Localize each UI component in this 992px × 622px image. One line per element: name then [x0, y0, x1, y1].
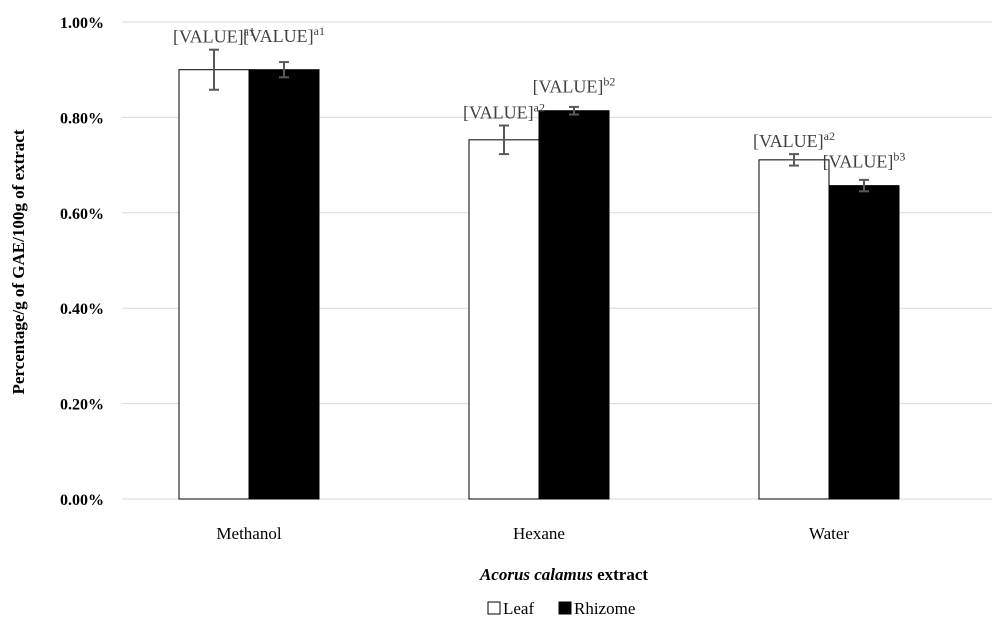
x-tick-label: Methanol [216, 524, 281, 543]
data-label-value: [VALUE] [173, 27, 244, 47]
error-bars [209, 48, 869, 193]
data-label: [VALUE]a1 [173, 25, 255, 47]
error-bar [569, 105, 579, 116]
y-tick-label: 0.00% [60, 492, 104, 509]
error-bar [499, 124, 509, 156]
y-axis-ticks: 0.00% 0.20% 0.40% 0.60% 0.80% 1.00% [60, 15, 104, 509]
x-axis-title-rest: extract [593, 565, 649, 584]
y-tick-label: 0.20% [60, 397, 104, 414]
data-label: [VALUE]b2 [533, 75, 616, 97]
error-bar [279, 61, 289, 79]
error-bar [209, 48, 219, 91]
x-axis-title: Acorus calamus extract [479, 565, 648, 584]
bar-rhizome-hexane [538, 110, 610, 500]
y-tick-label: 0.60% [60, 206, 104, 223]
y-tick-label: 1.00% [60, 15, 104, 32]
bar-rhizome-methanol [248, 69, 320, 500]
x-tick-label: Hexane [513, 524, 565, 543]
data-label-value: [VALUE] [463, 103, 534, 123]
legend-swatch [487, 601, 501, 615]
data-label-value: [VALUE] [243, 26, 314, 46]
legend-swatch [558, 601, 572, 615]
data-label: [VALUE]a1 [243, 24, 325, 46]
data-label-superscript: a2 [534, 101, 545, 115]
data-label: [VALUE]a2 [753, 129, 835, 151]
bar-rhizome-water [828, 185, 900, 500]
y-axis-title: Percentage/g of GAE/100g of extract [9, 129, 28, 394]
legend-item-leaf: Leaf [487, 599, 534, 618]
data-label-value: [VALUE] [753, 131, 824, 151]
x-axis-categories: Methanol Hexane Water [216, 524, 849, 543]
bar-leaf-hexane [468, 139, 540, 500]
legend: Leaf Rhizome [487, 599, 635, 618]
legend-label: Rhizome [574, 599, 635, 618]
y-tick-label: 0.80% [60, 110, 104, 127]
data-label: [VALUE]a2 [463, 101, 545, 123]
error-bar [789, 153, 799, 167]
x-axis-title-italic: Acorus calamus [479, 565, 593, 584]
bar-leaf-methanol [178, 69, 250, 500]
x-tick-label: Water [809, 524, 849, 543]
bar-leaf-water [758, 159, 830, 500]
error-bar [859, 178, 869, 193]
data-label-superscript: a1 [314, 24, 325, 38]
data-labels: [VALUE]a1[VALUE]a1[VALUE]a2[VALUE]b2[VAL… [173, 24, 905, 172]
data-label-superscript: b2 [603, 75, 615, 89]
data-label-superscript: b3 [893, 150, 905, 164]
y-tick-label: 0.40% [60, 301, 104, 318]
data-label-value: [VALUE] [533, 77, 604, 97]
data-label-superscript: a1 [244, 25, 255, 39]
data-label-value: [VALUE] [823, 152, 894, 172]
legend-item-rhizome: Rhizome [558, 599, 635, 618]
data-label-superscript: a2 [824, 129, 835, 143]
legend-label: Leaf [503, 599, 534, 618]
data-label: [VALUE]b3 [823, 150, 906, 172]
